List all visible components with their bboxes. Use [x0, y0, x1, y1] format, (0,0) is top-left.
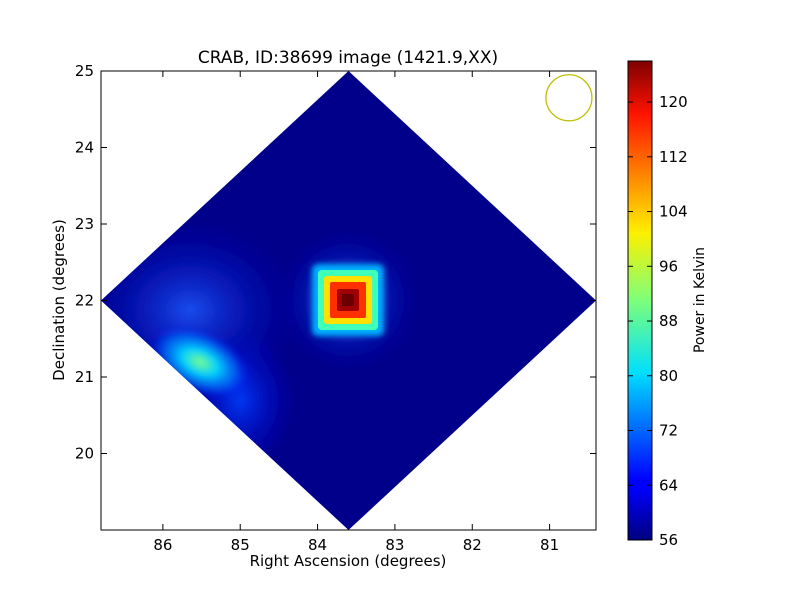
- colorbar-tick-label: 56: [659, 531, 678, 549]
- crab-source: [312, 264, 384, 336]
- colorbar: 56 64 72 80 88 96 104 112 120 Power in Kelvin: [627, 60, 708, 549]
- x-tick-label: 86: [153, 536, 172, 554]
- x-axis: 86 85 84 83 82 81: [153, 71, 559, 554]
- colorbar-tick-label: 120: [659, 93, 688, 111]
- colorbar-tick-label: 72: [659, 422, 678, 440]
- heatmap-image: [101, 71, 596, 530]
- colorbar-tick-label: 104: [659, 203, 688, 221]
- plot-area: [101, 71, 596, 530]
- colorbar-tick-label: 96: [659, 257, 678, 275]
- x-axis-label: Right Ascension (degrees): [250, 552, 447, 570]
- y-axis: 20 21 22 23 24 25: [75, 62, 596, 463]
- colorbar-gradient: [627, 60, 653, 541]
- x-tick-label: 83: [385, 536, 404, 554]
- y-tick-label: 25: [75, 62, 94, 80]
- x-tick-label: 82: [463, 536, 482, 554]
- colorbar-tick-label: 80: [659, 367, 678, 385]
- y-tick-label: 20: [75, 445, 94, 463]
- beam-marker: [545, 74, 593, 122]
- x-tick-label: 85: [231, 536, 250, 554]
- y-tick-label: 24: [75, 139, 94, 157]
- colorbar-ticks: 56 64 72 80 88 96 104 112 120: [628, 93, 688, 549]
- y-tick-label: 23: [75, 215, 94, 233]
- colorbar-tick-label: 64: [659, 476, 678, 494]
- x-tick-label: 81: [540, 536, 559, 554]
- colorbar-tick-label: 112: [659, 148, 688, 166]
- y-axis-label: Declination (degrees): [50, 219, 68, 381]
- y-tick-label: 22: [75, 292, 94, 310]
- colorbar-tick-label: 88: [659, 312, 678, 330]
- chart-title: CRAB, ID:38699 image (1421.9,XX): [198, 48, 498, 68]
- y-tick-label: 21: [75, 368, 94, 386]
- x-tick-label: 84: [308, 536, 327, 554]
- colorbar-label: Power in Kelvin: [692, 247, 708, 353]
